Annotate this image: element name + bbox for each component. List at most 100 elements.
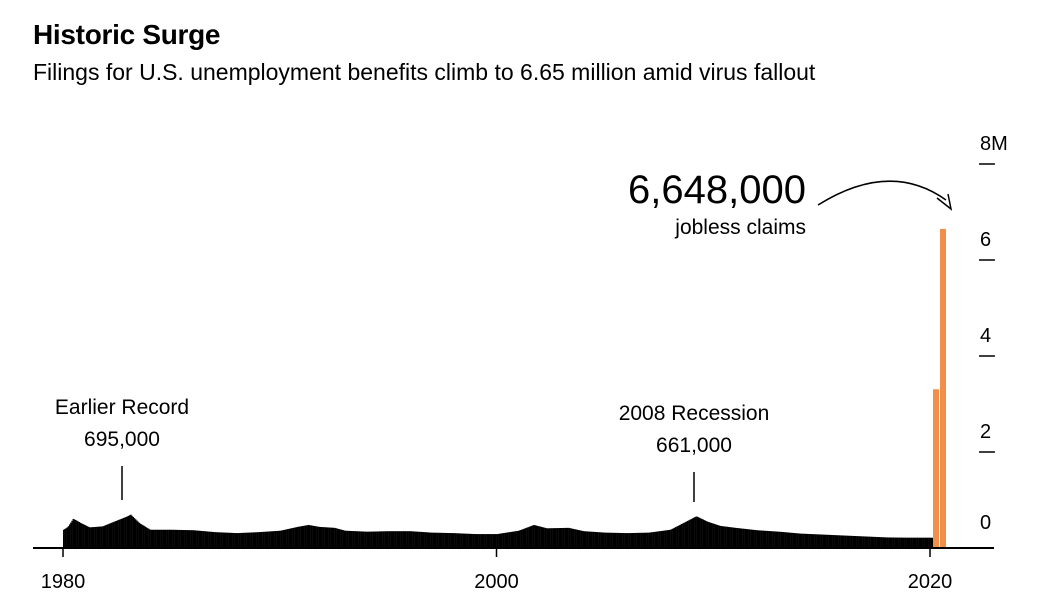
claims-bar	[405, 531, 407, 548]
claims-bar	[712, 523, 714, 548]
claims-bar	[132, 516, 134, 548]
claims-bar	[241, 532, 244, 548]
claims-bar	[150, 529, 152, 548]
claims-bar	[142, 525, 144, 548]
claims-bar	[541, 527, 544, 548]
annotation-recession-label: 2008 Recession	[619, 402, 770, 425]
claims-bar	[571, 528, 574, 548]
y-tick-label: 6	[980, 229, 991, 251]
claims-bar	[660, 531, 662, 548]
claims-bar	[832, 535, 834, 548]
claims-bar	[673, 527, 676, 548]
claims-bar	[130, 514, 132, 548]
claims-bar	[324, 527, 326, 548]
claims-bar	[297, 526, 299, 548]
claims-bar	[635, 532, 637, 548]
claims-bar	[467, 533, 469, 548]
claims-bar	[751, 529, 754, 548]
claims-bar	[207, 531, 209, 548]
claims-bar	[468, 533, 470, 548]
claims-bar	[600, 532, 602, 548]
claims-bar	[365, 531, 367, 548]
claims-bar	[828, 534, 830, 548]
claims-bar	[701, 518, 703, 548]
claims-bar	[690, 519, 692, 548]
claims-bar	[928, 537, 930, 548]
claims-bar	[556, 528, 558, 548]
claims-bar	[882, 537, 884, 548]
claims-bar	[535, 525, 538, 548]
claims-bar	[461, 533, 463, 548]
claims-bar	[569, 528, 571, 548]
claims-bar	[349, 530, 352, 548]
claims-bar	[730, 527, 732, 548]
claims-bar	[415, 531, 418, 548]
claims-bar	[414, 531, 416, 548]
claims-bar	[273, 531, 275, 548]
claims-bar	[789, 532, 791, 548]
claims-bar	[169, 529, 172, 548]
claims-bar	[388, 531, 390, 548]
claims-bar	[688, 520, 690, 548]
y-tick-label: 8M	[980, 133, 1008, 155]
claims-bar	[711, 523, 713, 548]
claims-bar	[642, 532, 644, 548]
claims-bar	[565, 527, 568, 548]
claims-bar	[421, 532, 424, 548]
claims-bar	[419, 531, 421, 548]
claims-bar	[809, 534, 811, 548]
claims-bar	[781, 531, 784, 548]
claims-bar	[94, 526, 96, 548]
claims-bar	[779, 531, 781, 548]
claims-bar	[395, 531, 397, 548]
claims-bar	[243, 532, 245, 548]
claims-bar	[511, 531, 514, 548]
claims-bar	[561, 528, 563, 548]
claims-bar	[917, 537, 919, 548]
claims-bar	[702, 519, 704, 548]
claims-bar	[165, 529, 167, 548]
claims-bar	[369, 531, 371, 548]
chart-subtitle: Filings for U.S. unemployment benefits c…	[33, 59, 816, 85]
claims-bar	[335, 528, 337, 548]
claims-bar	[465, 533, 467, 548]
claims-bar	[733, 527, 736, 548]
claims-bar	[880, 537, 882, 548]
claims-bar	[844, 535, 846, 548]
claims-bar	[593, 531, 595, 548]
claims-bar	[171, 529, 173, 548]
claims-bar	[911, 537, 913, 548]
claims-bar	[647, 532, 649, 548]
claims-bar	[239, 532, 241, 548]
claims-bar	[424, 532, 426, 548]
claims-bar	[447, 532, 449, 548]
claims-bar	[750, 529, 752, 548]
claims-bar	[833, 535, 835, 548]
claims-bar	[567, 527, 569, 548]
claims-bar	[352, 531, 354, 548]
claims-bar	[707, 521, 709, 548]
claims-bar	[360, 531, 362, 548]
claims-bar	[149, 529, 151, 548]
claims-bar	[792, 532, 794, 548]
claims-bar	[930, 537, 932, 548]
claims-bar	[155, 529, 157, 548]
claims-bar	[486, 534, 488, 548]
claims-bar	[115, 520, 118, 548]
x-tick-label: 2000	[474, 571, 519, 593]
claims-bar	[93, 527, 95, 548]
claims-bar	[190, 530, 192, 548]
claims-bar	[787, 532, 790, 548]
claims-bar	[389, 531, 391, 548]
claims-bar	[870, 536, 872, 548]
claims-bar	[203, 531, 205, 548]
claims-bar	[834, 535, 836, 548]
claims-bar	[173, 529, 175, 548]
claims-bar	[850, 535, 852, 548]
claims-bar	[808, 533, 810, 548]
claims-bar	[515, 531, 517, 548]
claims-bar	[228, 532, 230, 548]
claims-bar	[456, 533, 458, 548]
claims-bar	[859, 536, 862, 548]
claims-bar	[538, 526, 540, 548]
